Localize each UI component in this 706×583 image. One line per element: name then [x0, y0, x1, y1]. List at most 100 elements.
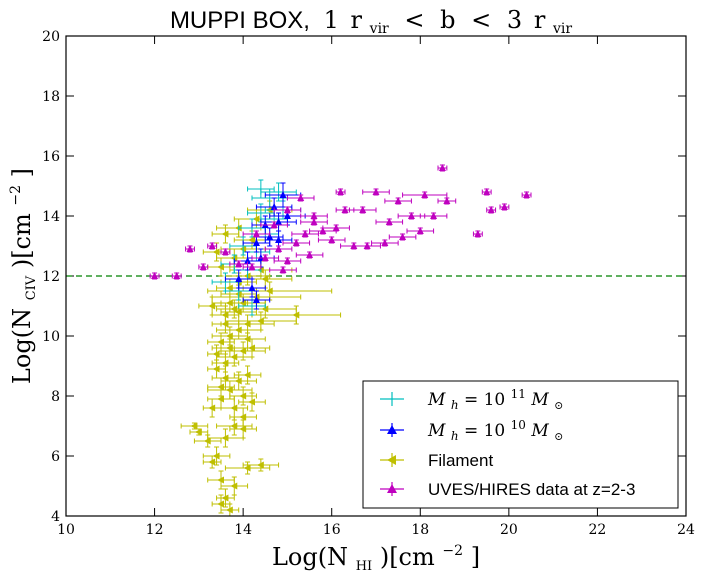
x-tick-label-0: 10: [57, 522, 75, 538]
series-0-point-0: [180, 422, 209, 430]
x-tick-label-7: 24: [677, 522, 695, 538]
legend-mh10-M2: M: [530, 421, 549, 441]
marker: [208, 458, 216, 466]
series-0-point-56: [211, 338, 249, 358]
marker: [381, 239, 389, 246]
series-3-point-42: [348, 206, 377, 214]
series-0-point-54: [229, 329, 266, 349]
series-3-point-31: [273, 206, 302, 214]
marker: [474, 230, 482, 237]
marker: [261, 305, 269, 313]
series-3-point-10: [291, 230, 319, 238]
series-3-point-32: [286, 194, 315, 202]
series-3-point-37: [322, 224, 350, 232]
marker: [212, 248, 220, 256]
title-math-3: 3: [507, 6, 522, 34]
marker: [306, 251, 314, 258]
marker: [221, 359, 229, 367]
series-3-point-4: [220, 248, 231, 256]
marker: [248, 263, 256, 270]
marker: [212, 350, 220, 358]
series-0-point-63: [198, 296, 226, 316]
marker: [301, 230, 309, 237]
marker: [256, 461, 264, 469]
marker: [421, 191, 429, 198]
marker: [297, 194, 305, 201]
series-0-point-4: [207, 470, 235, 490]
chart-title: MUPPI BOX, 1 r vir < b < 3 r vir: [170, 6, 572, 39]
series-3-point-35: [269, 266, 297, 274]
y-label-close: ]: [8, 168, 36, 177]
series-1-point-6: [260, 182, 297, 202]
marker: [151, 272, 159, 279]
axis-ticks: 10 12 14 16 18 20 22 24 4 6 8 10 12 14 16 18 20: [42, 29, 695, 538]
marker: [407, 212, 415, 219]
x-tick-label-1: 12: [146, 522, 164, 538]
marker: [221, 248, 229, 255]
series-3-point-26: [472, 230, 483, 238]
series-3-point-14: [335, 188, 346, 196]
legend-box: [362, 380, 679, 509]
series-3-point-17: [353, 242, 381, 250]
series-3-point-25: [437, 197, 457, 205]
series-0-point-19: [233, 365, 262, 385]
series-3-point-36: [295, 251, 324, 259]
series-3-point-20: [384, 197, 412, 205]
marker: [292, 239, 300, 246]
title-math-r2: r: [534, 6, 546, 34]
marker: [275, 236, 283, 243]
y-label-sub: CIV: [24, 275, 39, 300]
marker: [235, 275, 243, 282]
marker: [310, 212, 318, 219]
marker: [332, 224, 340, 231]
series-3-point-5: [242, 263, 262, 271]
title-math-lt1: <: [404, 6, 424, 34]
marker: [363, 242, 371, 249]
marker: [438, 164, 446, 171]
legend-label-mh11: M h = 10 11 M ⊙: [427, 383, 563, 414]
marker: [248, 236, 255, 244]
y-tick-label-5: 14: [42, 209, 60, 225]
legend-mh11-exp: 11: [511, 387, 526, 401]
series-3-point-43: [402, 191, 448, 199]
series-0-point-48: [211, 365, 240, 391]
marker: [203, 437, 211, 445]
y-label-unit: )[cm: [8, 213, 36, 268]
title-math-b: b: [440, 6, 455, 34]
series-3-point-29: [499, 203, 510, 211]
legend-mh11-h: h: [451, 398, 459, 412]
marker: [483, 188, 491, 195]
legend-marker-filament: [387, 455, 396, 465]
marker: [230, 404, 238, 412]
marker: [217, 263, 224, 271]
series-0-point-49: [220, 395, 249, 421]
legend-mh10-exp: 10: [511, 418, 526, 432]
series-0-point-51: [211, 314, 240, 334]
series-3-point-3: [207, 242, 218, 250]
y-tick-label-7: 18: [42, 89, 60, 105]
marker: [275, 245, 283, 252]
marker: [217, 383, 224, 391]
legend-entry-uves: UVES/HIRES data at z=2-3: [380, 480, 635, 499]
y-tick-label-6: 16: [42, 149, 60, 165]
series-3-point-6: [251, 254, 280, 262]
x-tick-label-5: 20: [500, 522, 518, 538]
marker: [270, 221, 278, 228]
series-3-point-23: [419, 212, 448, 220]
series-3-point-22: [406, 227, 435, 235]
marker: [243, 320, 251, 328]
series-3-point-1: [185, 245, 195, 253]
marker: [523, 191, 531, 198]
marker: [190, 422, 198, 430]
y-tick-label-3: 10: [42, 329, 60, 345]
series-3-point-27: [481, 188, 492, 196]
series-3-point-33: [300, 212, 328, 220]
marker: [252, 215, 260, 223]
marker: [243, 464, 251, 472]
x-label-exp: −2: [442, 543, 463, 559]
title-math-vir2: vir: [552, 21, 572, 37]
legend-mh10-h: h: [451, 429, 459, 443]
series-3-point-13: [317, 236, 346, 244]
marker: [225, 386, 233, 394]
